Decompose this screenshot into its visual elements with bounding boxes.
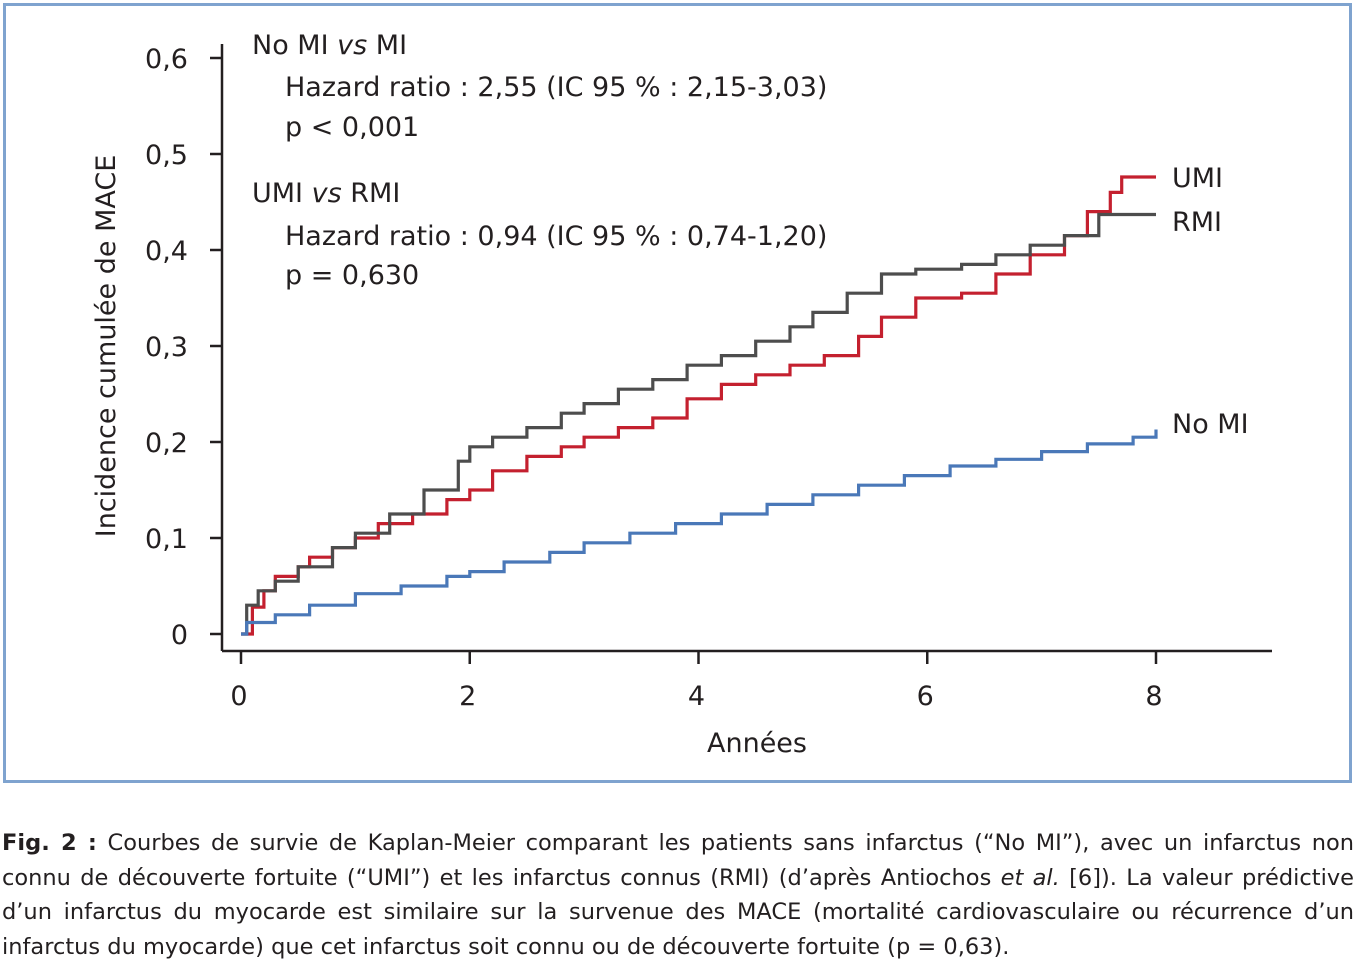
figure-frame (3, 3, 1352, 783)
figure-caption: Fig. 2 : Courbes de survie de Kaplan-Mei… (2, 826, 1354, 964)
series-label-no-mi: No MI (1172, 409, 1249, 440)
x-tick-label: 8 (1145, 681, 1162, 712)
comparison1-title: No MI vs MI (252, 30, 408, 61)
x-tick-label: 4 (688, 681, 705, 712)
y-tick-label: 0,3 (145, 332, 188, 363)
y-tick-label: 0 (171, 620, 188, 651)
series-line-rmi (241, 212, 1156, 636)
comparison2-title: UMI vs RMI (252, 178, 401, 209)
series-label-umi: UMI (1172, 163, 1223, 194)
comparison2-p-value: p = 0,630 (285, 260, 420, 291)
caption-label: Fig. 2 : (2, 830, 97, 856)
comparison1-hazard-ratio: Hazard ratio : 2,55 (IC 95 % : 2,15-3,03… (285, 72, 828, 103)
series-line-no-mi (241, 429, 1158, 636)
series-line-umi (241, 175, 1156, 636)
series-label-rmi: RMI (1172, 207, 1222, 238)
caption-text-2: [6]). La valeur prédictive d’un infarctu… (2, 864, 1354, 960)
x-tick-label: 0 (230, 681, 247, 712)
caption-text-1: Courbes de survie de Kaplan-Meier compar… (2, 830, 1354, 891)
y-tick-label: 0,4 (145, 236, 188, 267)
y-tick-label: 0,6 (145, 44, 188, 75)
x-tick-label: 6 (917, 681, 934, 712)
x-tick-label: 2 (459, 681, 476, 712)
comparison2-hazard-ratio: Hazard ratio : 0,94 (IC 95 % : 0,74-1,20… (285, 221, 828, 252)
y-tick-label: 0,2 (145, 428, 188, 459)
y-axis-label: Incidence cumulée de MACE (91, 155, 122, 538)
kaplan-meier-chart: 0 0,1 0,2 0,3 0,4 0,5 0,6 0 2 4 6 8 Années Incidence … (91, 44, 1272, 759)
caption-italic: et al. (1000, 864, 1060, 891)
x-axis-label: Années (707, 728, 807, 759)
y-tick-label: 0,5 (145, 140, 188, 171)
y-tick-label: 0,1 (145, 524, 188, 555)
comparison1-p-value: p < 0,001 (285, 112, 420, 143)
